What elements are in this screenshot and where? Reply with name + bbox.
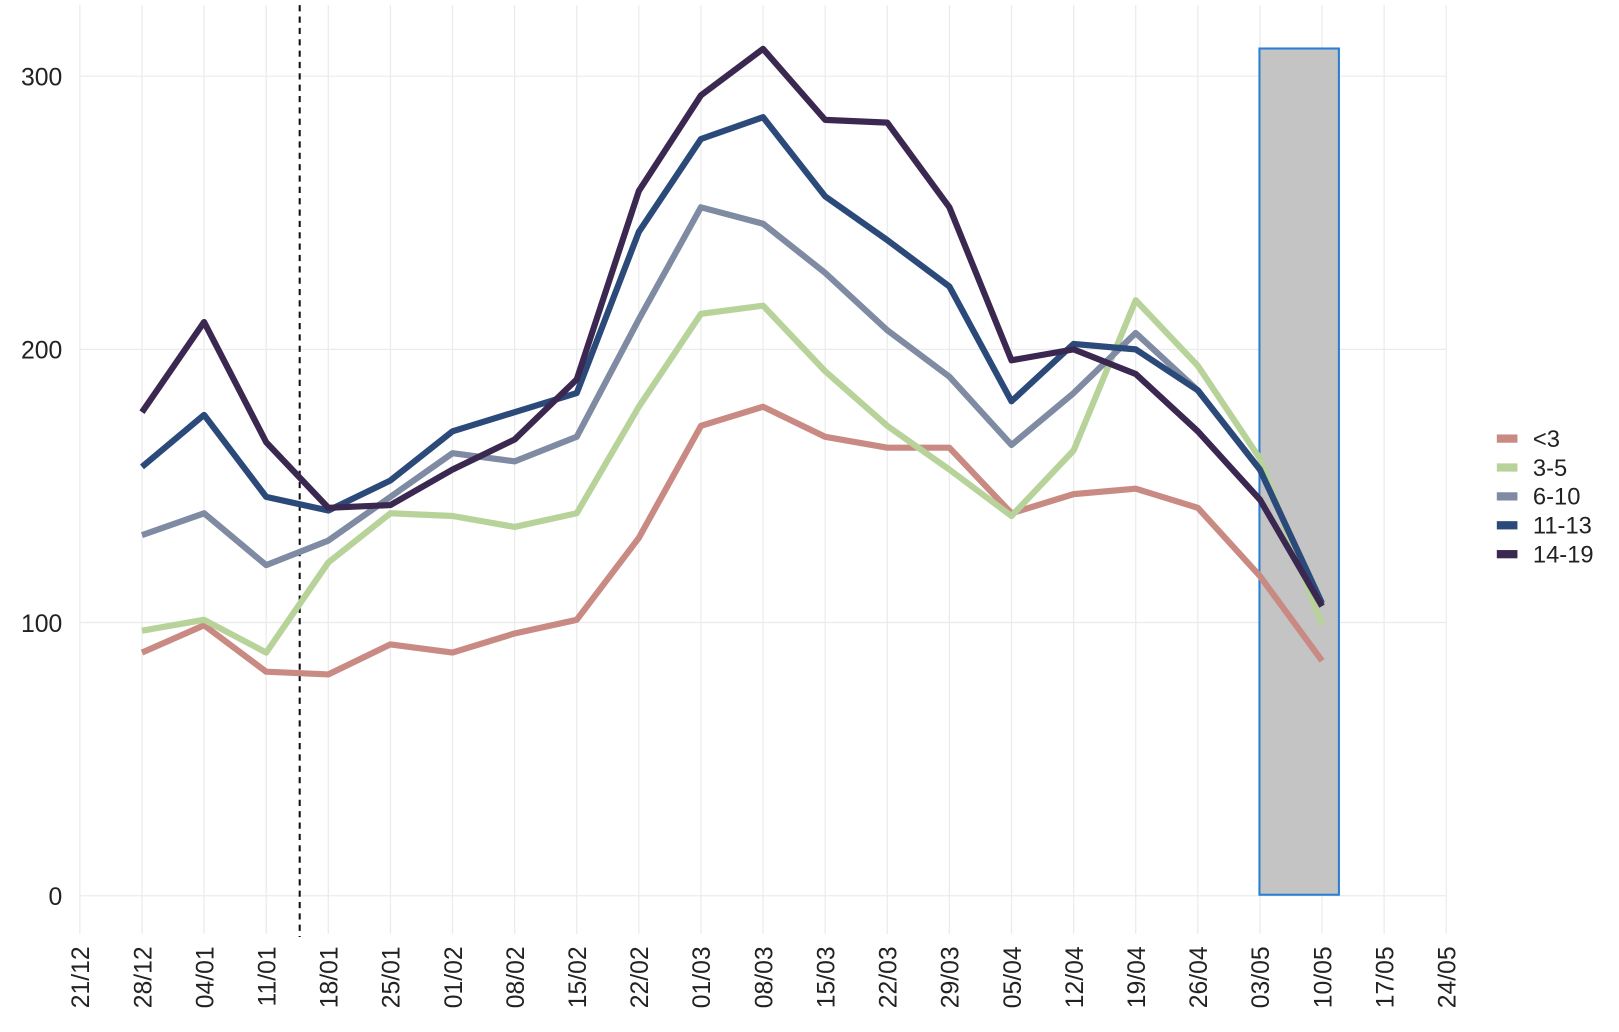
y-tick-label: 100	[21, 611, 62, 638]
x-tick-label: 01/03	[689, 946, 716, 1008]
x-tick-label: 24/05	[1435, 946, 1462, 1008]
x-tick-label: 17/05	[1372, 946, 1399, 1008]
x-tick-label: 21/12	[68, 946, 95, 1008]
legend-label: 3-5	[1533, 456, 1567, 482]
legend-swatch	[1496, 550, 1518, 559]
labels: 0 100 200 300 21/12 28/12 04/01 11/01 18/01 25/01…	[21, 64, 1461, 1008]
x-tick-label: 19/04	[1124, 946, 1151, 1008]
x-tick-label: 11/01	[254, 946, 281, 1006]
x-tick-label: 28/12	[130, 946, 157, 1008]
x-tick-label: 08/02	[503, 946, 530, 1008]
series-line	[139, 45, 1325, 608]
x-tick-label: 25/01	[379, 946, 406, 1008]
legend-label: 14-19	[1533, 542, 1594, 568]
legend-label: 6-10	[1533, 485, 1580, 511]
x-tick-label: 18/01	[317, 946, 344, 1008]
x-tick-label: 15/03	[813, 946, 840, 1008]
legend-label: <3	[1533, 427, 1560, 453]
x-tick-label: 03/05	[1248, 946, 1275, 1008]
y-tick-label: 0	[49, 884, 63, 911]
legend-label: 11-13	[1533, 514, 1592, 540]
legend-swatch	[1496, 492, 1518, 501]
series-line	[141, 297, 1325, 656]
series-line	[140, 204, 1325, 605]
legend-swatch	[1496, 463, 1518, 472]
lines	[139, 45, 1325, 678]
legend-swatch	[1496, 521, 1518, 530]
x-tick-label: 10/05	[1310, 946, 1337, 1008]
x-tick-label: 08/03	[751, 946, 778, 1008]
y-tick-label: 300	[21, 64, 62, 91]
grid	[79, 5, 1447, 934]
x-tick-label: 22/03	[876, 946, 903, 1008]
x-tick-label: 29/03	[938, 946, 965, 1008]
y-tick-label: 200	[21, 338, 62, 365]
x-tick-label: 01/02	[441, 946, 468, 1008]
highlight-box	[1258, 47, 1340, 896]
legend-swatch	[1496, 434, 1518, 443]
x-tick-label: 26/04	[1186, 946, 1213, 1008]
x-tick-label: 22/02	[627, 946, 654, 1008]
x-tick-label: 05/04	[1000, 946, 1027, 1008]
series-line	[139, 114, 1325, 605]
x-tick-label: 04/01	[192, 946, 219, 1008]
x-tick-label: 12/04	[1062, 946, 1089, 1008]
x-tick-label: 15/02	[565, 946, 592, 1008]
series-line	[140, 403, 1325, 678]
